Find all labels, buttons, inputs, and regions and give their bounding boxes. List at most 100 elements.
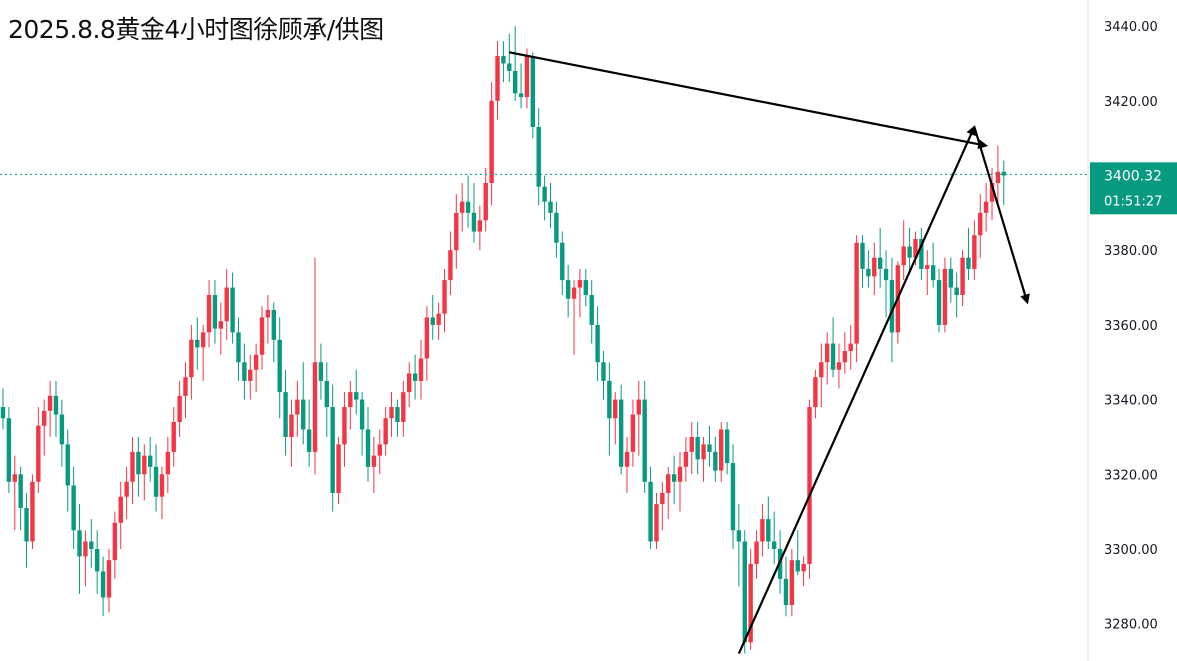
candle-body <box>336 444 341 493</box>
candle-body <box>571 287 577 299</box>
candle-body <box>271 309 277 340</box>
candle-body <box>89 541 94 549</box>
candle-body <box>301 399 306 430</box>
candle-body <box>872 257 877 277</box>
y-tick-label: 3420.00 <box>1104 95 1158 110</box>
candle-body <box>1001 171 1006 176</box>
candle-body <box>442 280 447 314</box>
candle-body <box>713 451 718 471</box>
candle-body <box>171 421 176 452</box>
candle-body <box>795 560 800 572</box>
candle-body <box>565 280 571 299</box>
candle-body <box>577 280 583 288</box>
candle-body <box>742 541 747 643</box>
candle-body <box>760 519 765 542</box>
candle-body <box>707 444 712 452</box>
candle-body <box>989 182 995 202</box>
candle-body <box>512 70 518 94</box>
candle-body <box>978 212 983 236</box>
annotation-trendline <box>509 51 989 150</box>
candle-body <box>648 481 653 542</box>
candle-body <box>801 563 806 572</box>
candle-body <box>983 201 989 213</box>
candle-body <box>730 463 736 531</box>
candle-body <box>530 56 536 127</box>
candle-body <box>583 280 589 296</box>
candle-body <box>200 332 206 348</box>
candle-body <box>783 578 789 605</box>
candle-body <box>819 362 824 378</box>
candle-body <box>471 212 477 232</box>
y-tick-label: 3380.00 <box>1104 244 1158 259</box>
y-tick-label: 3280.00 <box>1104 618 1158 633</box>
candle-body <box>377 444 382 456</box>
candle-body <box>324 380 329 408</box>
candle-body <box>754 541 759 564</box>
y-tick-label: 3300.00 <box>1104 543 1158 558</box>
candle-body <box>636 399 641 415</box>
candle-body <box>913 239 918 258</box>
candle-body <box>677 466 683 482</box>
candle-body <box>354 392 359 400</box>
candle-body <box>948 268 954 288</box>
candle-body <box>654 504 659 542</box>
candle-body <box>424 317 430 359</box>
candle-body <box>389 407 394 419</box>
candle-body <box>736 530 742 542</box>
candle-body <box>418 358 424 381</box>
candle-body <box>159 474 165 497</box>
candle-body <box>124 481 129 497</box>
candle-body <box>236 332 241 363</box>
candle-body <box>942 268 948 325</box>
candle-body <box>371 455 377 467</box>
price-axis[interactable]: 3440.003420.003400.003380.003360.003340.… <box>1104 20 1158 633</box>
candle-body <box>536 126 541 187</box>
candle-body <box>995 171 1001 183</box>
candle-body <box>306 429 312 452</box>
candle-body <box>518 93 524 98</box>
current-price-label: 3400.32 <box>1104 168 1162 184</box>
candle-body <box>42 410 47 426</box>
candle-body <box>507 63 512 71</box>
candle-body <box>966 257 971 269</box>
candle-body <box>189 339 194 378</box>
candle-body <box>842 351 848 363</box>
candle-body <box>501 56 506 64</box>
candle-body <box>206 295 212 333</box>
candle-body <box>183 377 188 396</box>
candle-body <box>807 407 812 564</box>
candle-body <box>30 481 35 542</box>
candle-body <box>6 418 12 482</box>
candle-body <box>671 474 677 482</box>
candle-body <box>312 362 318 452</box>
candle-body <box>624 451 630 467</box>
candle-body <box>613 399 618 419</box>
candle-body <box>936 280 942 325</box>
candle-body <box>560 242 565 281</box>
candle-body <box>348 392 353 408</box>
candle-body <box>47 395 53 411</box>
candle-body <box>230 287 235 333</box>
candle-body <box>789 560 795 605</box>
candle-body <box>477 220 483 232</box>
candle-body <box>689 436 694 452</box>
candle-body <box>448 250 453 281</box>
candle-body <box>118 496 123 523</box>
candle-body <box>94 548 100 572</box>
candle-body <box>524 56 530 98</box>
candle-body <box>701 444 706 460</box>
candle-body <box>24 507 29 542</box>
annotation-arrow <box>973 126 1030 305</box>
candle-body <box>954 287 959 296</box>
candle-body <box>489 100 494 183</box>
candle-body <box>265 309 271 318</box>
candle-body <box>77 530 82 557</box>
candle-body <box>142 455 147 475</box>
candle-body <box>607 380 612 419</box>
candle-body <box>542 186 547 202</box>
candle-body <box>860 242 865 269</box>
current-price-tag-bg <box>1090 162 1177 215</box>
candle-body <box>212 295 218 329</box>
candle-body <box>748 563 753 643</box>
candle-body <box>548 201 553 213</box>
